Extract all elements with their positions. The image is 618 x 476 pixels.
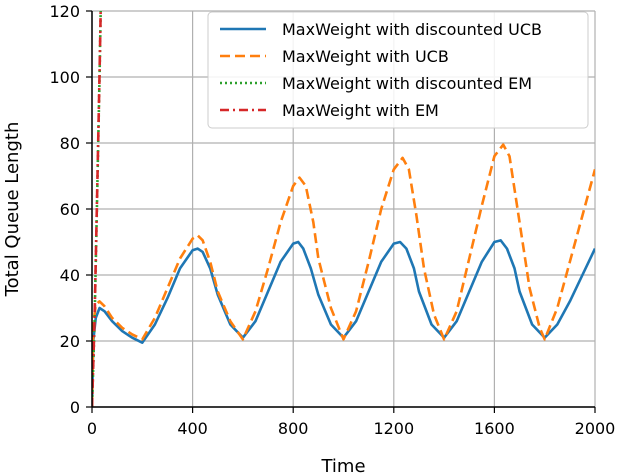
legend-label: MaxWeight with discounted EM [282, 74, 532, 93]
legend-label: MaxWeight with EM [282, 101, 439, 120]
x-tick-label: 1600 [474, 419, 515, 438]
legend-frame [207, 11, 589, 129]
x-tick-label: 400 [177, 419, 208, 438]
series-line-3 [92, 11, 102, 407]
series-lines [92, 11, 595, 407]
y-tick-label: 60 [60, 200, 80, 219]
ticks: 0 400 800 1200 1600 2000 0 20 40 60 80 100 120 [49, 2, 615, 438]
legend: MaxWeight with discounted UCB MaxWeight w… [207, 11, 589, 129]
y-tick-label: 80 [60, 134, 80, 153]
legend-label: MaxWeight with discounted UCB [282, 20, 542, 39]
series-line-1 [92, 143, 595, 407]
x-tick-label: 0 [87, 419, 97, 438]
series-line-2 [92, 11, 102, 407]
legend-label: MaxWeight with UCB [282, 47, 449, 66]
y-tick-label: 0 [70, 398, 80, 417]
x-tick-label: 1200 [373, 419, 414, 438]
y-tick-label: 100 [49, 68, 80, 87]
y-axis-label: Total Queue Length [2, 122, 23, 298]
series-line-0 [92, 239, 595, 407]
x-tick-label: 800 [278, 419, 309, 438]
y-tick-label: 40 [60, 266, 80, 285]
y-tick-label: 20 [60, 332, 80, 351]
y-tick-label: 120 [49, 2, 80, 21]
x-axis-label: Time [320, 456, 365, 476]
x-tick-label: 2000 [575, 419, 616, 438]
